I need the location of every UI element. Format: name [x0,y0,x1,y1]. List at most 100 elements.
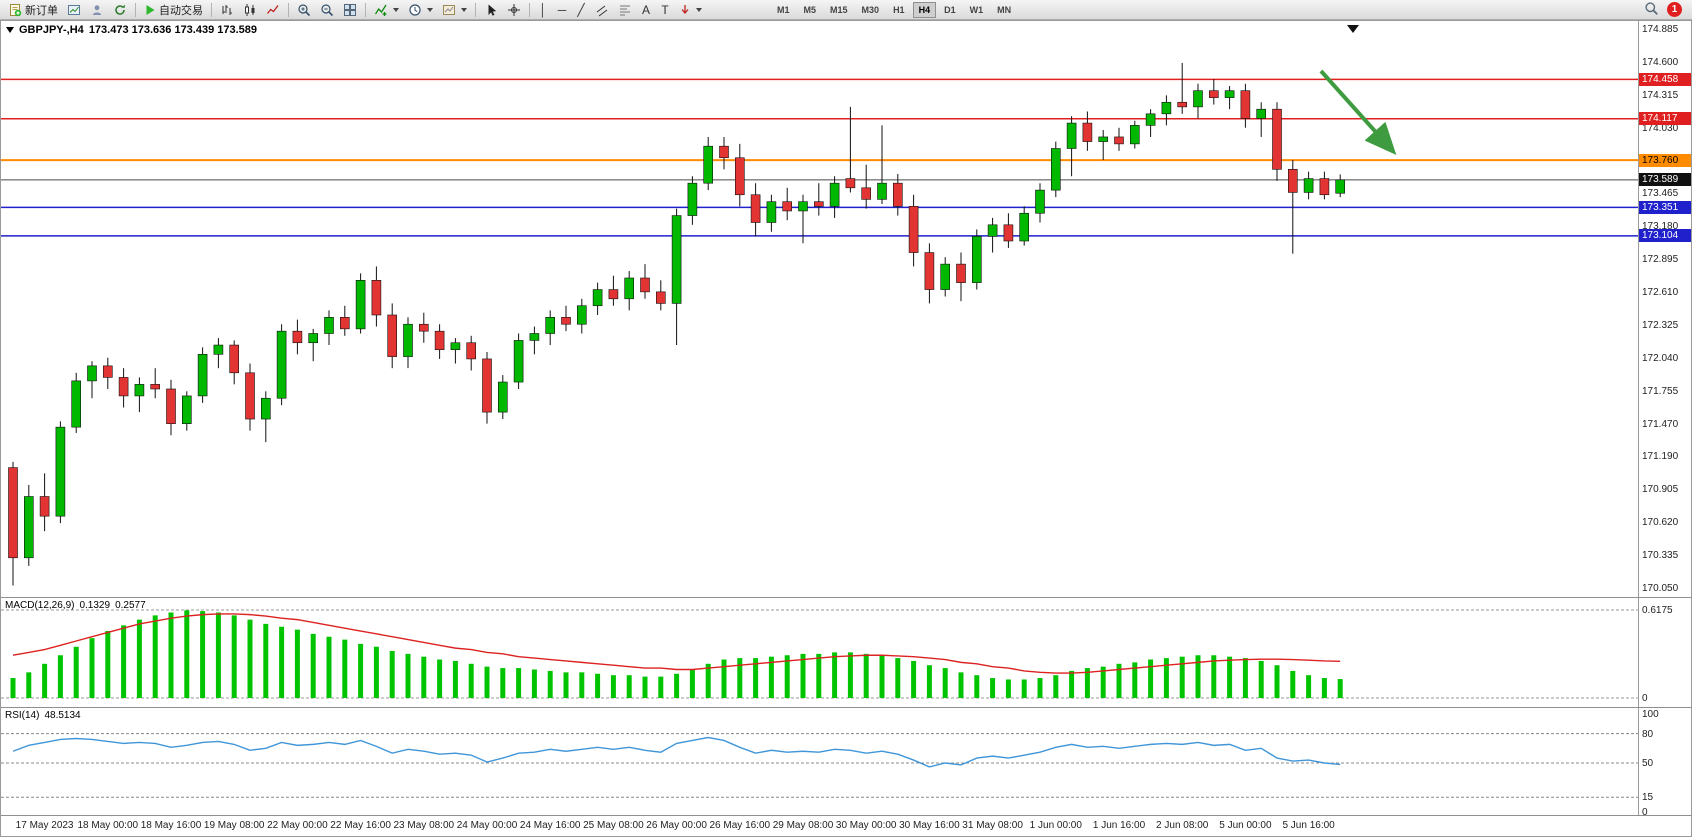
trend-arrow-annotation[interactable] [1319,69,1397,155]
price-axis-label: 174.600 [1642,56,1679,68]
main-chart-plot[interactable]: GBPJPY-,H4 173.473 173.636 173.439 173.5… [1,21,1639,597]
timeframe-h4[interactable]: H4 [912,1,937,18]
toolbar-separator [288,2,289,17]
refresh-button[interactable] [109,1,131,19]
candle-body [260,397,271,420]
price-axis-label: 174.030 [1642,122,1679,134]
fibonacci-button[interactable] [614,1,636,19]
macd-plot[interactable]: MACD(12,26,9) 0.1329 0.2577 [1,598,1639,707]
candle-body [829,182,840,207]
crosshair-button[interactable] [503,1,525,19]
price-axis[interactable]: 174.885174.600174.315174.030173.745173.4… [1639,21,1691,597]
candle-body [1114,136,1124,145]
candle-body [71,380,81,428]
zoom-in-button[interactable] [293,1,315,19]
price-axis-label: 173.180 [1642,221,1679,233]
time-axis-label: 24 May 00:00 [456,820,518,831]
cursor-button[interactable] [480,1,502,19]
indicators-button[interactable] [370,1,403,19]
rsi-axis-label: 50 [1642,758,1654,769]
candle-body [940,263,951,290]
price-badge-174.458: 174.458 [1639,72,1691,86]
line-chart-button[interactable] [262,1,284,19]
horizontal-line-button[interactable]: ─ [553,1,571,19]
timeframe-m30[interactable]: M30 [856,2,886,18]
auto-trading-label: 自动交易 [159,4,203,17]
macd-axis[interactable]: 0.6175 0 [1639,598,1691,707]
trendline-button[interactable]: ╱ [572,1,590,19]
time-axis-label: 30 May 00:00 [835,820,897,831]
candle-body [1319,178,1330,196]
timeframe-mn[interactable]: MN [991,2,1017,18]
rsi-axis[interactable]: 100 80 50 15 0 [1639,708,1691,815]
candle-body [482,358,492,413]
rsi-value: 48.5134 [44,710,81,721]
rsi-axis-label: 0 [1642,807,1648,815]
tile-windows-button[interactable] [339,1,361,19]
vertical-line-button[interactable]: │ [534,1,552,19]
macd-label: MACD(12,26,9) [5,600,75,611]
candle-body [592,289,603,307]
bar-chart-button[interactable] [216,1,238,19]
candlestick-chart-button[interactable] [239,1,261,19]
channel-button[interactable] [591,1,613,19]
candle-body [1003,224,1014,242]
price-axis-label: 170.620 [1642,517,1679,529]
chart-shift-marker-icon [1347,25,1359,33]
candle-body [403,323,413,357]
toolbar-separator [475,2,476,17]
candle-body [576,305,587,325]
timeframe-m5[interactable]: M5 [798,2,823,18]
time-axis[interactable]: 17 May 2023 18 May 00:00 18 May 16:00 19 Ma… [1,815,1691,836]
zoom-in-icon [297,3,311,17]
toolbar-right: 1 [1644,1,1688,19]
candle-body [1240,90,1251,119]
timeframe-h1[interactable]: H1 [887,2,911,18]
candle-body [703,145,714,184]
macd-value-main: 0.1329 [79,600,111,611]
price-badge-174.117: 174.117 [1639,112,1691,126]
zoom-out-button[interactable] [316,1,338,19]
timeframe-w1[interactable]: W1 [964,2,990,18]
time-axis-label: 2 Jun 08:00 [1156,820,1209,831]
rsi-plot[interactable]: RSI(14) 48.5134 [1,708,1639,815]
arrows-button[interactable] [675,1,706,19]
candle-body [1272,108,1282,170]
candle-body [355,280,366,330]
timeframe-m1[interactable]: M1 [771,2,796,18]
templates-icon [442,3,456,17]
time-axis-label: 22 May 16:00 [330,820,391,831]
text-button[interactable]: A [637,1,655,19]
search-icon[interactable] [1644,1,1659,19]
price-axis-label: 173.465 [1642,188,1679,200]
price-axis-label: 174.885 [1642,24,1679,35]
candle-body [719,145,729,159]
dropdown-caret-icon [427,7,433,12]
auto-trading-button[interactable]: 自动交易 [140,1,207,19]
candle-body [813,201,824,207]
candle-body [513,340,524,383]
line-chart-icon [266,3,280,17]
candle-body [671,215,682,304]
candle-body [766,201,777,223]
notification-badge[interactable]: 1 [1667,2,1682,17]
symbol-period-label: GBPJPY-,H4 [19,24,84,36]
new-order-label: 新订单 [25,4,58,17]
new-order-button[interactable]: 新订单 [4,1,62,19]
chart-window-button[interactable] [63,1,85,19]
fibonacci-icon [618,3,632,17]
time-axis-label: 18 May 00:00 [77,820,139,831]
clock-icon [408,3,422,17]
label-button[interactable]: T [656,1,674,19]
macd-title: MACD(12,26,9) 0.1329 0.2577 [5,600,146,611]
profiles-button[interactable] [86,1,108,19]
candle-body [497,381,508,413]
periods-button[interactable] [404,1,437,19]
timeframe-m15[interactable]: M15 [824,2,854,18]
templates-button[interactable] [438,1,471,19]
text-icon: A [641,2,650,17]
one-click-trading-toggle-icon[interactable] [6,27,14,33]
candle-body [877,182,887,200]
candle-body [956,263,966,283]
timeframe-d1[interactable]: D1 [938,2,962,18]
